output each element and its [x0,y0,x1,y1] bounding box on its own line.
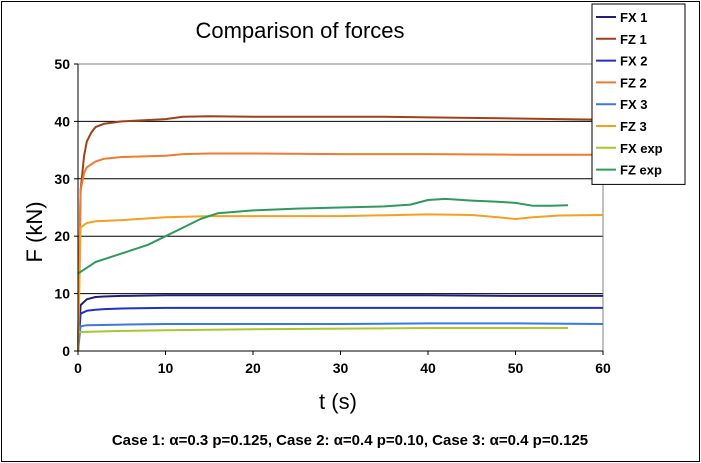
x-tick-label: 0 [74,360,82,376]
legend: FX 1 FZ 1 FX 2 FZ 2 FX 3 FZ 3 FX exp FZ exp [591,3,686,185]
y-tick-label: 30 [54,171,70,187]
series-line-6 [77,213,604,352]
series-line-5 [77,322,604,352]
series-line-4 [77,152,603,352]
legend-entry-label: FZ 2 [620,75,647,90]
x-tick-label: 30 [333,360,349,376]
legend-entry-label: FZ 1 [620,32,647,47]
x-tick-label: 40 [420,360,436,376]
x-tick-label: 10 [158,360,174,376]
legend-entry-label: FX 1 [620,10,647,25]
x-tick-label: 20 [245,360,261,376]
x-tick-label: 60 [595,360,611,376]
legend-entry-label: FX 3 [620,97,647,112]
series-line-1 [77,294,603,352]
series-line-8 [77,197,569,275]
series-layer [77,115,604,352]
y-tick-label: 10 [54,286,70,302]
x-tick-label: 50 [508,360,524,376]
axis-layer: 0 10 20 30 40 50 0 10 20 30 40 50 60 [54,56,611,376]
grid-layer [78,63,603,295]
legend-box [591,3,686,185]
caption: Case 1: α=0.3 p=0.125, Case 2: α=0.4 p=0… [112,432,588,449]
legend-entry-label: FX exp [620,141,663,156]
y-tick-label: 0 [62,343,70,359]
y-tick-label: 50 [54,56,70,72]
legend-entry-label: FZ 3 [620,119,647,134]
y-tick-label: 20 [54,228,70,244]
y-axis-label: F (kN) [22,201,47,262]
series-line-7 [77,327,568,334]
legend-entry-label: FX 2 [620,54,647,69]
series-line-3 [77,306,603,352]
legend-entry-label: FZ exp [620,163,662,178]
x-axis-label: t (s) [319,389,357,414]
y-tick-label: 40 [54,113,70,129]
series-line-2 [77,115,604,352]
chart-title: Comparison of forces [195,18,404,43]
